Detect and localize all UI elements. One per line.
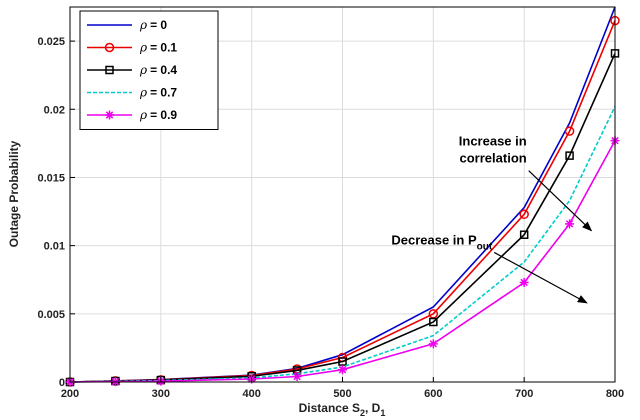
data-point <box>429 317 438 327</box>
y-tick-label: 0.005 <box>37 309 65 321</box>
x-tick-label: 200 <box>61 388 79 400</box>
data-point <box>519 230 529 239</box>
legend-label: ρ = 0.1 <box>139 41 177 55</box>
legend-entry: ρ = 0.4 <box>87 63 177 77</box>
data-point <box>292 372 302 382</box>
legend-marker <box>105 65 114 75</box>
legend-label: ρ = 0.9 <box>139 108 177 122</box>
x-tick-label: 500 <box>333 388 351 400</box>
x-tick-label: 400 <box>242 388 260 400</box>
legend-entry: ρ = 0.9 <box>87 108 177 122</box>
annotation-arrow <box>528 170 593 232</box>
x-axis-label: Distance S2, D1 <box>299 401 386 418</box>
y-axis-label: Outage Probability <box>7 140 21 247</box>
legend: ρ = 0 ρ = 0.1 ρ = 0.4 ρ = 0.7 ρ = 0.9 <box>79 10 219 130</box>
legend-entry: ρ = 0.1 <box>87 41 177 55</box>
data-point <box>519 209 529 220</box>
series-layer <box>65 6 620 387</box>
legend-label: ρ = 0 <box>139 18 167 32</box>
y-tick-label: 0.02 <box>44 104 65 116</box>
data-point <box>519 277 529 287</box>
legend-entry: ρ = 0.7 <box>87 86 177 100</box>
annotation-arrow <box>493 251 588 304</box>
annotation-text: Decrease in Pout <box>391 232 492 252</box>
y-tick-label: 0.015 <box>37 172 65 184</box>
annotations: Increase in correlation Decrease in Pout <box>391 134 593 304</box>
legend-marker <box>104 42 115 53</box>
legend-marker <box>105 110 114 120</box>
annotation-text: correlation <box>460 151 527 166</box>
y-tick-label: 0.01 <box>44 241 65 253</box>
x-tick-label: 600 <box>424 388 442 400</box>
legend-entry: ρ = 0 <box>87 18 167 32</box>
legend-label: ρ = 0.7 <box>139 86 177 100</box>
x-tick-label: 300 <box>152 388 170 400</box>
y-tick-label: 0 <box>59 377 65 389</box>
y-tick-label: 0.025 <box>37 36 65 48</box>
data-point <box>428 339 438 349</box>
x-tick-label: 800 <box>606 388 624 400</box>
legend-label: ρ = 0.4 <box>139 63 177 77</box>
x-tick-label: 700 <box>515 388 533 400</box>
data-point <box>338 365 347 375</box>
data-point <box>564 126 575 136</box>
annotation-text: Increase in <box>459 134 527 149</box>
data-point <box>338 357 347 366</box>
axis-ticks: 200 300 400 500 600 700 800 0 0.005 0.01 0.015 0.02… <box>37 36 624 400</box>
data-point <box>565 219 575 229</box>
series-line <box>69 140 616 383</box>
data-point <box>565 151 574 160</box>
